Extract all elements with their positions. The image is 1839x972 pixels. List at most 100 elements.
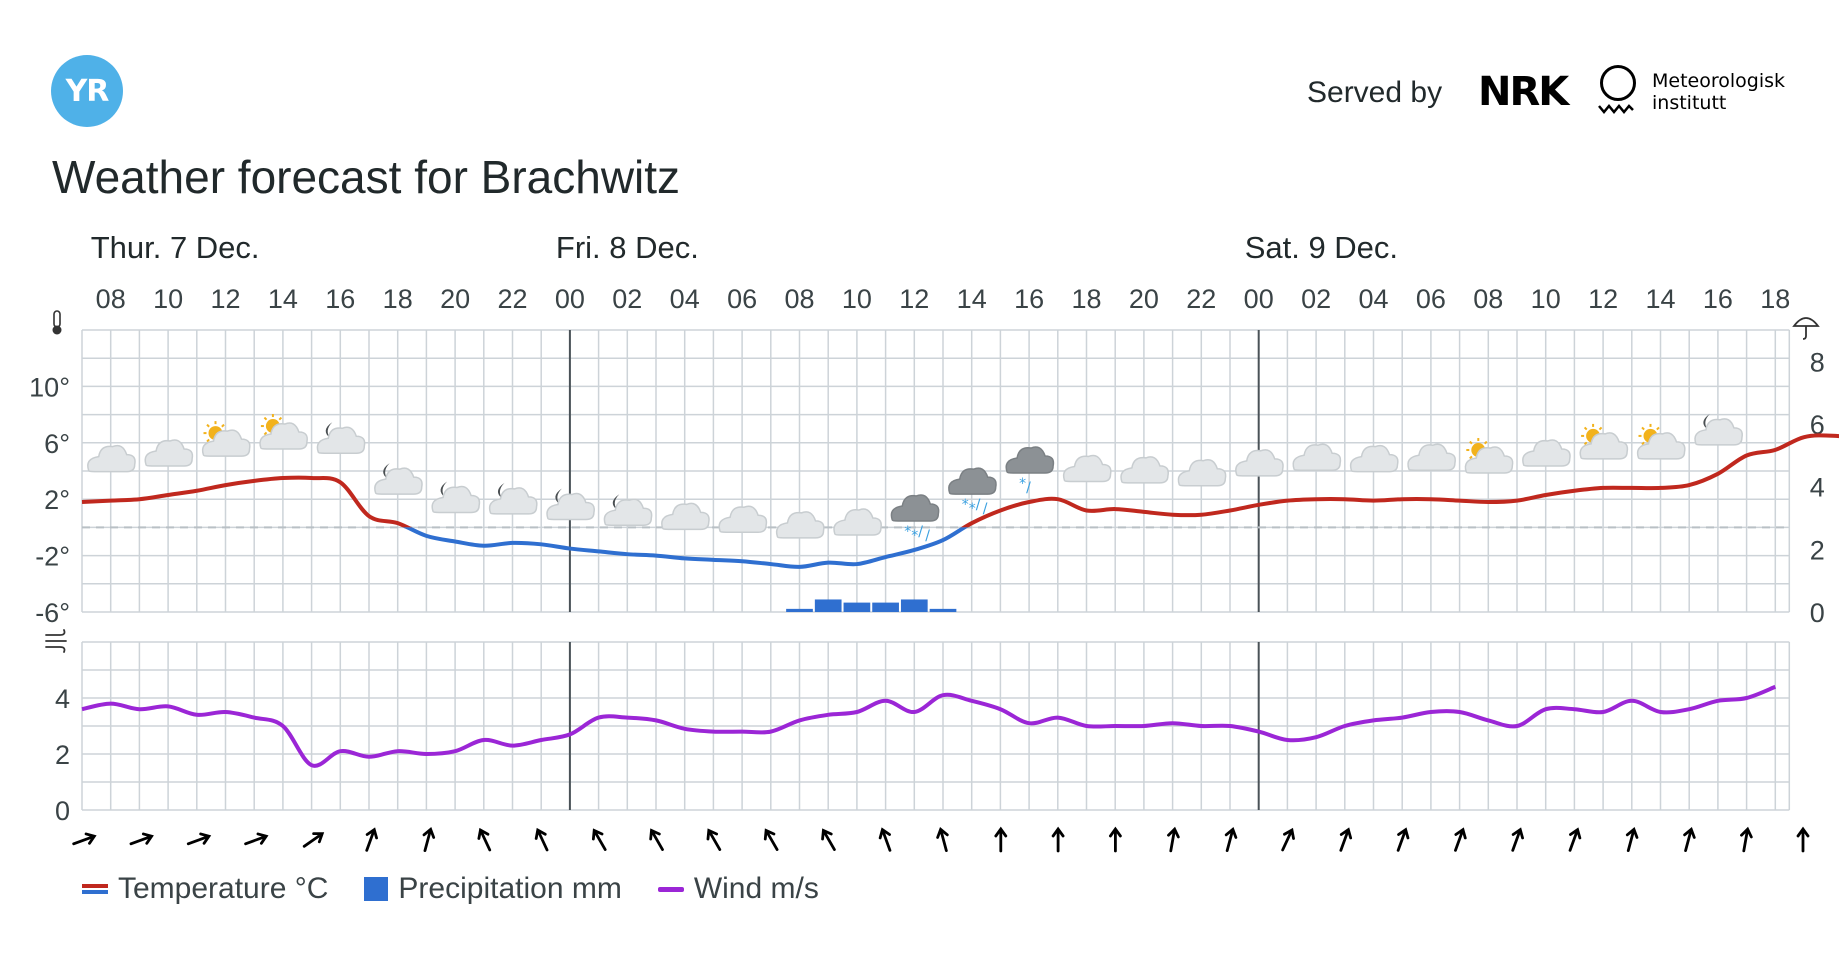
wind-direction-arrow [1339, 827, 1353, 852]
met-wave-icon [1598, 104, 1634, 114]
wind-direction-arrow [1568, 827, 1582, 852]
wind-direction-arrow [302, 832, 325, 848]
light-snow-icon: * / [1005, 446, 1055, 496]
svg-text:*: * [969, 501, 976, 517]
wind-direction-arrow [1511, 827, 1524, 852]
cloudy-icon [1120, 456, 1169, 484]
wind-direction-arrow [1454, 827, 1467, 852]
yr-logo[interactable]: YR [51, 55, 123, 127]
precipitation-tick-label: 4 [1810, 473, 1825, 503]
forecast-chart: Thur. 7 Dec. Fri. 8 Dec. Sat. 9 Dec.08 10 12… [29, 230, 1839, 853]
wind-direction-arrow [422, 827, 436, 853]
wind-direction-arrow [1109, 826, 1122, 853]
hour-tick-label: 02 [612, 284, 642, 314]
hour-tick-label: 08 [96, 284, 126, 314]
temperature-tick-label: 2° [44, 485, 70, 515]
svg-text:/: / [1026, 480, 1031, 496]
wind-direction-arrow [186, 832, 212, 846]
wind-direction-arrow [763, 828, 779, 851]
hour-tick-label: 10 [153, 284, 183, 314]
sleet-icon: * * / / [890, 494, 940, 544]
cloudy-icon [1349, 444, 1399, 473]
wind-direction-arrow [72, 832, 97, 846]
cloudy-icon [1407, 443, 1456, 471]
cloudy-icon [833, 508, 882, 536]
hour-tick-label: 06 [727, 284, 757, 314]
hour-tick-label: 22 [1186, 284, 1216, 314]
met-line2: institutt [1652, 92, 1727, 114]
svg-text:*: * [962, 497, 969, 513]
cloudy-icon [1062, 454, 1112, 483]
wind-direction-arrow [591, 828, 607, 851]
thermometer-icon [52, 310, 62, 335]
partly-cloudy-day-icon [1636, 423, 1686, 460]
wind-direction-arrow [1683, 827, 1696, 853]
wind-direction-arrow [1625, 827, 1639, 853]
temperature-tick-label: 6° [44, 429, 70, 459]
hour-tick-label: 14 [957, 284, 987, 314]
nrk-logo[interactable]: NRK [1478, 69, 1569, 115]
day-label: Sat. 9 Dec. [1245, 230, 1398, 265]
hour-tick-label: 16 [325, 284, 355, 314]
sleet-icon: * * / / [948, 467, 997, 517]
wind-line [81, 684, 1777, 768]
partly-cloudy-night-icon [546, 488, 595, 521]
svg-text:/: / [918, 524, 923, 540]
wind-direction-arrow [1396, 827, 1410, 852]
wind-direction-arrow [244, 832, 269, 846]
hour-tick-label: 18 [1071, 284, 1101, 314]
met-logo-text[interactable]: Meteorologisk institutt [1652, 70, 1785, 114]
hour-tick-label: 12 [899, 284, 929, 314]
precipitation-bar [929, 608, 957, 612]
page-title: Weather forecast for Brachwitz [52, 151, 681, 203]
temperature-swatch [82, 883, 108, 895]
hour-tick-label: 08 [784, 284, 814, 314]
cloudy-icon [718, 505, 768, 533]
legend-temperature: Temperature °C [82, 872, 328, 906]
wind-direction-arrow [936, 827, 949, 853]
cloudy-icon [87, 444, 136, 473]
partly-cloudy-night-icon [603, 494, 653, 526]
yr-logo-text: YR [65, 73, 110, 109]
wind-swatch [657, 886, 684, 892]
hour-tick-label: 14 [1645, 284, 1675, 314]
partly-cloudy-night-icon [1694, 413, 1743, 446]
hour-tick-label: 20 [1129, 284, 1159, 314]
chart-legend: Temperature °C Precipitation mm Wind m/s [82, 872, 855, 906]
umbrella-icon [1792, 317, 1820, 340]
header: YR Served by NRK Meteorologisk institutt [0, 0, 1839, 140]
wind-direction-arrow [129, 832, 154, 846]
precipitation-tick-label: 2 [1810, 535, 1825, 565]
precipitation-bar [814, 599, 842, 612]
cloudy-icon [144, 439, 194, 467]
wind-direction-arrow [1051, 826, 1065, 853]
temperature-tick-label: -2° [35, 542, 70, 572]
hour-tick-label: 12 [210, 284, 240, 314]
wind-icon [45, 629, 67, 653]
partly-cloudy-day-icon [1579, 423, 1629, 460]
hour-tick-label: 14 [268, 284, 298, 314]
hour-tick-label: 12 [1588, 284, 1618, 314]
hour-tick-label: 02 [1301, 284, 1331, 314]
wind-direction-arrow [365, 827, 378, 852]
cloudy-icon [1522, 439, 1571, 467]
wind-direction-arrow [1796, 826, 1810, 853]
hour-tick-label: 20 [440, 284, 470, 314]
svg-text:*: * [911, 528, 918, 544]
precipitation-swatch [364, 877, 389, 901]
hour-tick-label: 08 [1473, 284, 1503, 314]
partly-cloudy-day-icon [259, 414, 308, 450]
wind-direction-arrow [1281, 827, 1295, 852]
met-logo-icon [1600, 65, 1636, 101]
hour-tick-label: 00 [1244, 284, 1274, 314]
legend-temperature-label: Temperature °C [118, 872, 329, 905]
wind-tick-label: 4 [55, 684, 70, 714]
wind-direction-arrow [706, 828, 722, 851]
cloudy-icon [1235, 449, 1284, 477]
partly-cloudy-night-icon [488, 482, 538, 515]
served-by-label: Served by [1307, 76, 1443, 109]
hour-tick-label: 06 [1416, 284, 1446, 314]
svg-text:/: / [983, 501, 988, 517]
precipitation-bar [900, 599, 928, 612]
svg-text:*: * [1019, 476, 1026, 492]
